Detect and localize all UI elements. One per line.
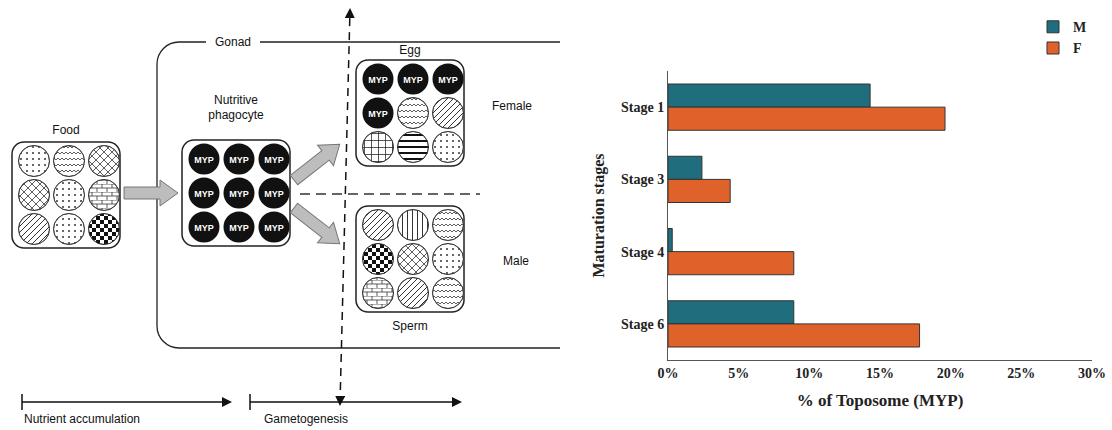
svg-text:20%: 20% — [937, 366, 965, 381]
svg-text:MYP: MYP — [194, 189, 214, 199]
svg-text:Stage 1: Stage 1 — [621, 100, 664, 115]
svg-text:MYP: MYP — [403, 75, 423, 85]
svg-text:Nutrient accumulation: Nutrient accumulation — [24, 412, 140, 426]
svg-text:MYP: MYP — [368, 75, 388, 85]
svg-text:Egg: Egg — [399, 43, 420, 57]
svg-text:Stage 4: Stage 4 — [621, 245, 664, 260]
svg-text:% of Toposome (MYP): % of Toposome (MYP) — [797, 391, 964, 410]
svg-text:30%: 30% — [1078, 366, 1106, 381]
svg-text:Nutritive: Nutritive — [214, 93, 258, 107]
svg-text:Gonad: Gonad — [215, 35, 251, 49]
svg-text:Food: Food — [52, 123, 79, 137]
svg-text:Female: Female — [492, 99, 532, 113]
svg-text:Gametogenesis: Gametogenesis — [264, 412, 348, 426]
svg-text:10%: 10% — [795, 366, 823, 381]
svg-text:MYP: MYP — [194, 155, 214, 165]
svg-text:MYP: MYP — [194, 223, 214, 233]
svg-text:15%: 15% — [866, 366, 894, 381]
svg-text:Stage 6: Stage 6 — [621, 317, 664, 332]
svg-text:F: F — [1073, 41, 1082, 56]
svg-text:M: M — [1073, 20, 1086, 35]
svg-text:MYP: MYP — [229, 223, 249, 233]
svg-text:Male: Male — [503, 254, 529, 268]
svg-text:MYP: MYP — [368, 109, 388, 119]
svg-text:Stage 3: Stage 3 — [621, 172, 664, 187]
svg-text:phagocyte: phagocyte — [208, 108, 264, 122]
svg-text:Maturation stages: Maturation stages — [590, 154, 608, 278]
svg-text:5%: 5% — [728, 366, 749, 381]
svg-text:MYP: MYP — [229, 189, 249, 199]
svg-text:MYP: MYP — [438, 75, 458, 85]
svg-text:MYP: MYP — [264, 155, 284, 165]
svg-text:MYP: MYP — [229, 155, 249, 165]
svg-text:Sperm: Sperm — [392, 319, 427, 333]
svg-text:25%: 25% — [1007, 366, 1035, 381]
svg-text:0%: 0% — [658, 366, 679, 381]
svg-text:MYP: MYP — [264, 189, 284, 199]
svg-text:MYP: MYP — [264, 223, 284, 233]
